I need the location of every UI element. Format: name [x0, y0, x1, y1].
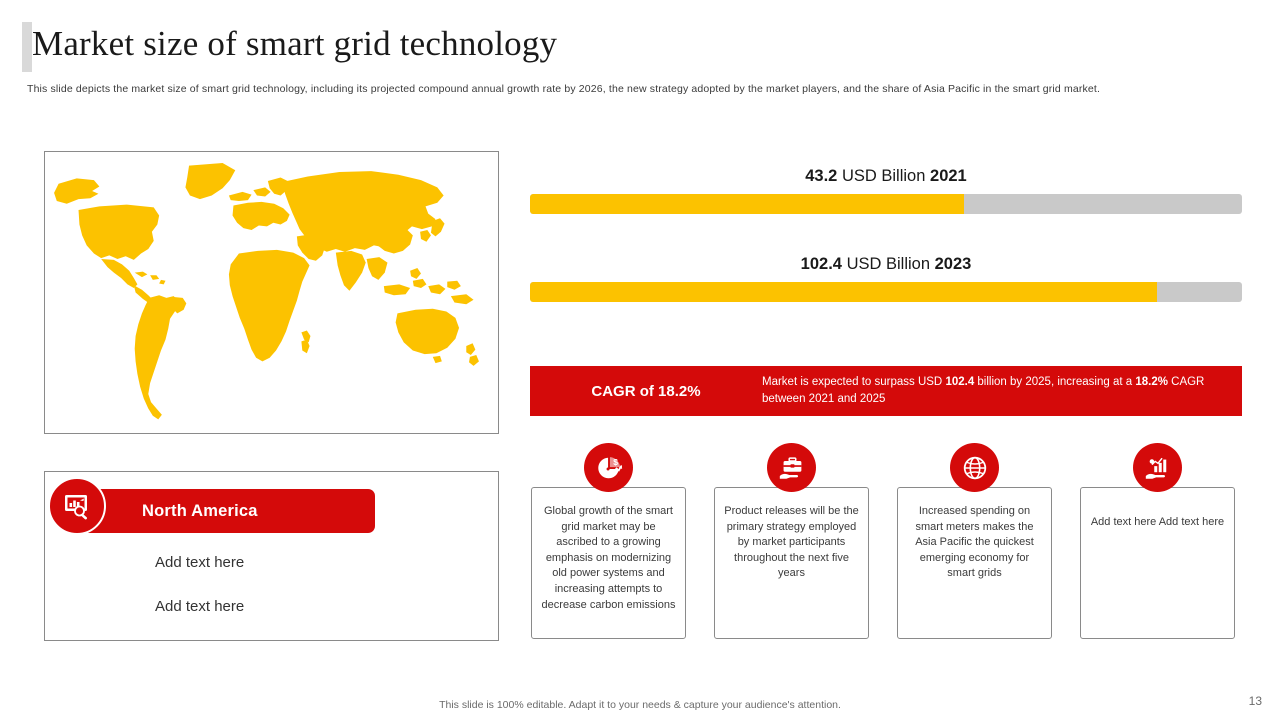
info-card-text: Product releases will be the primary str… — [724, 505, 859, 580]
cagr-description: Market is expected to surpass USD 102.4 … — [762, 374, 1242, 409]
footer-note: This slide is 100% editable. Adapt it to… — [439, 699, 841, 711]
presentation-chart-search-icon — [48, 477, 106, 535]
info-card-text: Add text here Add text here — [1090, 516, 1225, 528]
pie-chart-dollar-growth-glyph: $ — [597, 456, 622, 478]
info-card: Add text here Add text here — [1080, 487, 1235, 639]
page-number: 13 — [1248, 694, 1262, 708]
svg-text:$: $ — [613, 457, 618, 467]
bar-label-2023: 102.4 USD Billion 2023 — [530, 255, 1242, 274]
globe-icon — [950, 443, 999, 492]
hand-briefcase-icon — [767, 443, 816, 492]
region-text-line-2: Add text here — [155, 598, 245, 615]
bar-value-2021: 43.2 — [805, 167, 838, 185]
cagr-bold-value: 102.4 — [945, 375, 975, 388]
info-card: Product releases will be the primary str… — [714, 487, 869, 639]
bar-year-2023: 2023 — [934, 255, 972, 273]
bar-fill-2023 — [530, 282, 1157, 302]
cagr-text-3: CAGR between 2021 and 2025 — [762, 375, 1205, 405]
bar-unit-2021: USD Billion — [841, 167, 926, 185]
world-map-icon — [54, 162, 479, 420]
bar-year-2021: 2021 — [930, 167, 967, 185]
page-subtitle: This slide depicts the market size of sm… — [27, 83, 1101, 95]
pie-chart-dollar-growth-icon: $ — [584, 443, 633, 492]
info-card: Global growth of the smart grid market m… — [531, 487, 686, 639]
bar-unit-2023: USD Billion — [846, 255, 931, 273]
info-card-text: Increased spending on smart meters makes… — [915, 505, 1034, 580]
region-text-line-1: Add text here — [155, 554, 245, 571]
bar-track-2021 — [530, 194, 1242, 214]
hand-bar-growth-glyph — [1145, 457, 1166, 479]
world-map-panel — [44, 151, 499, 434]
title-accent-bar — [22, 22, 32, 72]
cagr-text-2: billion by 2025, increasing at a — [974, 375, 1136, 388]
bar-label-2021: 43.2 USD Billion 2021 — [530, 167, 1242, 186]
cagr-banner: CAGR of 18.2% Market is expected to surp… — [530, 366, 1242, 416]
page-title: Market size of smart grid technology — [32, 24, 558, 63]
bar-value-2023: 102.4 — [800, 255, 842, 273]
globe-glyph — [963, 456, 986, 479]
region-label: North America — [142, 501, 258, 520]
info-card: Increased spending on smart meters makes… — [897, 487, 1052, 639]
bar-fill-2021 — [530, 194, 965, 214]
cagr-text-1: Market is expected to surpass USD — [762, 375, 946, 388]
cagr-label: CAGR of 18.2% — [591, 382, 701, 400]
region-pill[interactable]: North America — [70, 489, 375, 533]
info-card-text: Global growth of the smart grid market m… — [541, 505, 676, 611]
bar-track-2023 — [530, 282, 1242, 302]
region-panel: North America Add text here Add text her… — [44, 471, 499, 641]
hand-bar-growth-icon — [1133, 443, 1182, 492]
presentation-chart-search-glyph — [65, 495, 87, 520]
hand-briefcase-glyph — [779, 456, 801, 479]
cagr-bold-rate: 18.2% — [1135, 375, 1168, 388]
